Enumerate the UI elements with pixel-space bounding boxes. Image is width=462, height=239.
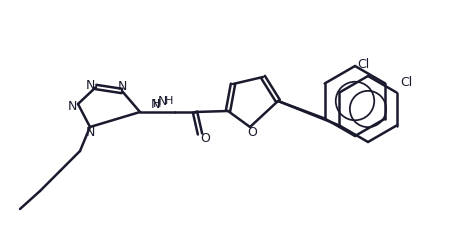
- Text: N: N: [117, 80, 127, 92]
- Text: N: N: [85, 126, 95, 140]
- Text: N: N: [158, 94, 167, 108]
- Text: Cl: Cl: [401, 76, 413, 89]
- Text: O: O: [247, 126, 257, 140]
- Text: N: N: [67, 99, 77, 113]
- Text: O: O: [200, 132, 210, 146]
- Text: H: H: [153, 99, 162, 109]
- Text: N: N: [85, 78, 95, 92]
- Text: H: H: [165, 96, 173, 106]
- Text: Cl: Cl: [357, 58, 369, 71]
- Text: N: N: [151, 98, 160, 110]
